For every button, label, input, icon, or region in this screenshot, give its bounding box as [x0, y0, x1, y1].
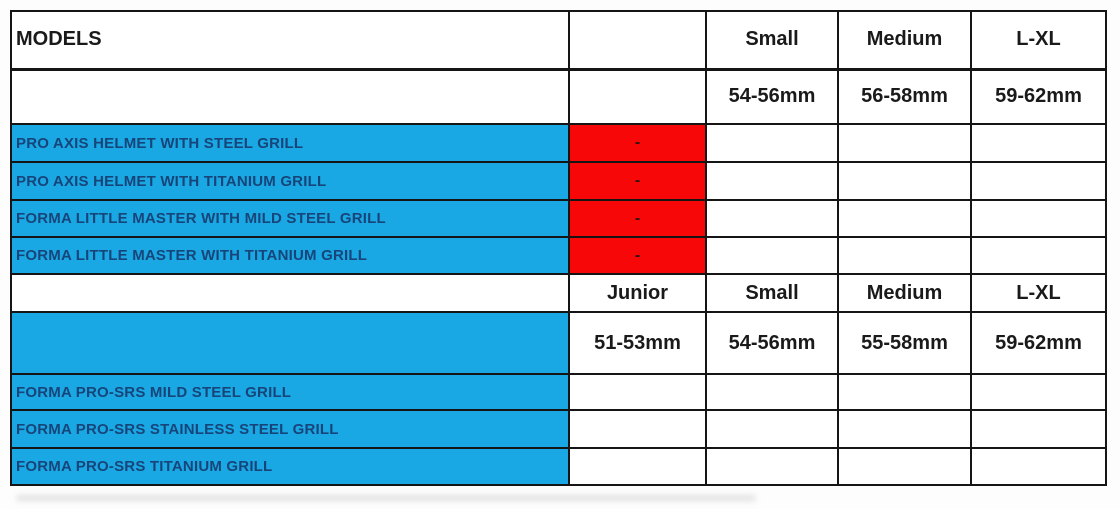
size-chart-table: MODELS Small Medium L-XL 54-56mm 56-58mm 59-62… — [10, 10, 1107, 486]
size-range-cell: 59-62mm — [970, 311, 1107, 375]
unavailable-marker-cell: - — [568, 236, 707, 275]
size-range-cell: 54-56mm — [705, 68, 839, 125]
table-row: PRO AXIS HELMET WITH TITANIUM GRILL - — [10, 161, 1107, 201]
unavailable-marker-cell: - — [568, 123, 707, 163]
empty-cell — [970, 409, 1107, 449]
size-range-cell: 55-58mm — [837, 311, 972, 375]
empty-cell — [837, 199, 972, 238]
models-header-cell: MODELS — [10, 10, 570, 71]
table-row: MODELS Small Medium L-XL — [10, 10, 1107, 71]
empty-cell — [705, 236, 839, 275]
empty-cell — [705, 199, 839, 238]
table-row: FORMA PRO-SRS MILD STEEL GRILL — [10, 373, 1107, 411]
empty-cell — [568, 373, 707, 411]
empty-cell — [837, 123, 972, 163]
scan-artifact — [16, 495, 756, 501]
empty-cell — [970, 236, 1107, 275]
size-range-cell: 56-58mm — [837, 68, 972, 125]
empty-cell — [837, 409, 972, 449]
model-name-cell: FORMA LITTLE MASTER WITH MILD STEEL GRIL… — [10, 199, 570, 238]
unavailable-marker-cell: - — [568, 199, 707, 238]
empty-cell — [705, 161, 839, 201]
size-label-cell: Small — [705, 273, 839, 313]
size-label-cell: Medium — [837, 273, 972, 313]
table-row: FORMA PRO-SRS TITANIUM GRILL — [10, 447, 1107, 486]
model-name-cell: FORMA LITTLE MASTER WITH TITANIUM GRILL — [10, 236, 570, 275]
empty-cell — [705, 123, 839, 163]
empty-cell — [970, 123, 1107, 163]
table-row: FORMA PRO-SRS STAINLESS STEEL GRILL — [10, 409, 1107, 449]
empty-cell — [970, 199, 1107, 238]
empty-cell — [568, 447, 707, 486]
empty-cell — [10, 273, 570, 313]
empty-cell — [837, 373, 972, 411]
empty-cell — [568, 10, 707, 71]
size-label-cell: Small — [705, 10, 839, 71]
empty-cell — [837, 236, 972, 275]
size-label-cell: Medium — [837, 10, 972, 71]
model-name-cell: FORMA PRO-SRS MILD STEEL GRILL — [10, 373, 570, 411]
unavailable-marker-cell: - — [568, 161, 707, 201]
empty-cell — [970, 447, 1107, 486]
table-row: 51-53mm 54-56mm 55-58mm 59-62mm — [10, 311, 1107, 375]
size-label-cell: L-XL — [970, 10, 1107, 71]
empty-cell — [837, 161, 972, 201]
size-label-cell: L-XL — [970, 273, 1107, 313]
model-name-cell: FORMA PRO-SRS STAINLESS STEEL GRILL — [10, 409, 570, 449]
model-name-cell: FORMA PRO-SRS TITANIUM GRILL — [10, 447, 570, 486]
empty-cell — [837, 447, 972, 486]
size-range-cell: 54-56mm — [705, 311, 839, 375]
table-row: PRO AXIS HELMET WITH STEEL GRILL - — [10, 123, 1107, 163]
empty-cell — [568, 68, 707, 125]
empty-cell — [705, 409, 839, 449]
empty-cell — [10, 311, 570, 375]
empty-cell — [568, 409, 707, 449]
size-range-cell: 59-62mm — [970, 68, 1107, 125]
table-row: Junior Small Medium L-XL — [10, 273, 1107, 313]
model-name-cell: PRO AXIS HELMET WITH TITANIUM GRILL — [10, 161, 570, 201]
empty-cell — [705, 447, 839, 486]
model-name-cell: PRO AXIS HELMET WITH STEEL GRILL — [10, 123, 570, 163]
table-row: FORMA LITTLE MASTER WITH MILD STEEL GRIL… — [10, 199, 1107, 238]
table-row: FORMA LITTLE MASTER WITH TITANIUM GRILL - — [10, 236, 1107, 275]
empty-cell — [970, 373, 1107, 411]
empty-cell — [10, 68, 570, 125]
size-range-cell: 51-53mm — [568, 311, 707, 375]
empty-cell — [970, 161, 1107, 201]
table-row: 54-56mm 56-58mm 59-62mm — [10, 68, 1107, 125]
size-label-cell: Junior — [568, 273, 707, 313]
empty-cell — [705, 373, 839, 411]
